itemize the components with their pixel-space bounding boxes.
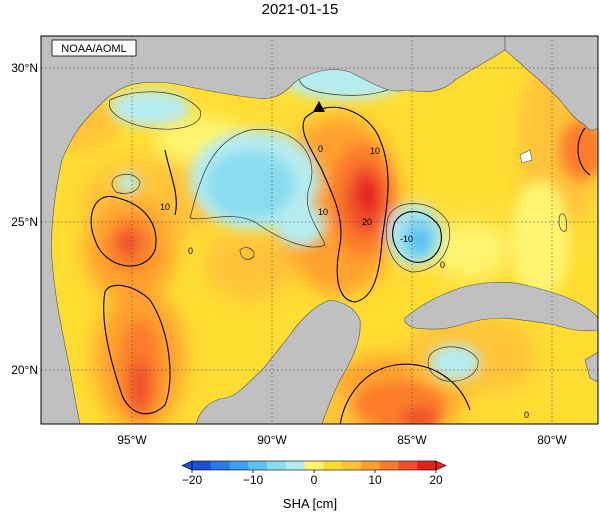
anomaly-extremes [108, 60, 598, 424]
lat-tick-label: 25°N [11, 215, 38, 229]
colorbar-segment [342, 461, 362, 470]
source-label: NOAA/AOML [61, 43, 126, 55]
colorbar-segment [417, 461, 437, 470]
colorbar-max-arrow [435, 460, 447, 471]
hispaniola-edge [584, 351, 598, 383]
lat-tick-label: 30°N [11, 61, 38, 75]
latitude-labels: 30°N 25°N 20°N [11, 61, 38, 377]
contour-label: 0 [188, 246, 193, 256]
contour-label: 10 [370, 146, 380, 156]
triangle-marker-icon [313, 101, 325, 112]
colorbar-min-arrow [181, 460, 193, 471]
contour-label: 10 [318, 207, 328, 217]
colorbar-label: SHA [cm] [282, 496, 338, 511]
longitude-labels: 95°W 90°W 85°W 80°W [117, 433, 567, 447]
colorbar-segment [267, 461, 287, 470]
contour-labels: 0 10 -10 10 20 10 0 0 0 [160, 144, 529, 420]
colorbar-segment [304, 461, 324, 470]
lat-tick-label: 20°N [11, 363, 38, 377]
contour-label: 20 [362, 217, 372, 227]
source-label-box [51, 39, 137, 57]
colorbar-segment [379, 461, 399, 470]
contour-label: 0 [440, 260, 445, 270]
colorbar-tick-label: −20 [182, 473, 203, 487]
contour-label: 0 [318, 144, 323, 154]
florida-peninsula [504, 36, 598, 131]
land-masses [41, 36, 598, 424]
contour-label: 0 [524, 410, 529, 420]
contour-label: -10 [400, 234, 413, 244]
colorbar-segment [360, 461, 381, 470]
graticule [41, 36, 598, 424]
contour-lines [90, 106, 591, 424]
colorbar-ticks: −20 −10 0 10 20 [182, 473, 443, 487]
colorbar-tick-label: 20 [429, 473, 443, 487]
colorbar-segment [323, 461, 343, 470]
colorbar-segment [398, 461, 418, 470]
lon-tick-label: 85°W [397, 433, 427, 447]
lon-tick-label: 90°W [257, 433, 287, 447]
island-small [519, 149, 533, 164]
lon-tick-label: 80°W [537, 433, 567, 447]
colorbar-tick-label: 10 [368, 473, 382, 487]
colorbar-tick-label: −10 [243, 473, 264, 487]
cuba [404, 281, 598, 332]
colorbar-segment [192, 461, 212, 470]
contour-label: 10 [160, 202, 170, 212]
colorbar-segment [285, 461, 306, 470]
yucatan-peninsula [195, 299, 361, 424]
map-title: 2021-01-15 [261, 1, 339, 18]
colorbar-segment [210, 461, 231, 470]
colorbar-segment [248, 461, 268, 470]
colorbar-tick-label: 0 [311, 473, 318, 487]
map-plot-area: 0 10 -10 10 20 10 0 0 0 [41, 36, 598, 424]
plot-frame [40, 35, 599, 425]
colorbar-segment [229, 461, 249, 470]
lon-tick-label: 95°W [117, 433, 147, 447]
us-gulf-coast [41, 36, 506, 424]
colorbar [181, 460, 447, 473]
